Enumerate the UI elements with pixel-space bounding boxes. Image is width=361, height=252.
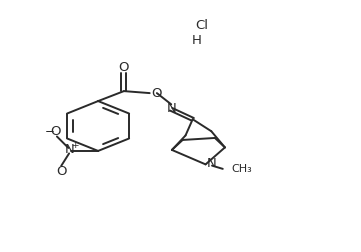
Text: N: N <box>166 102 176 115</box>
Text: O: O <box>119 61 129 74</box>
Text: Cl: Cl <box>196 19 209 32</box>
Text: −: − <box>45 125 55 139</box>
Text: N: N <box>65 143 74 156</box>
Text: O: O <box>56 165 66 178</box>
Text: O: O <box>151 87 161 100</box>
Text: N: N <box>206 158 216 170</box>
Text: O: O <box>50 125 61 138</box>
Text: +: + <box>71 141 78 150</box>
Text: H: H <box>192 34 201 47</box>
Text: CH₃: CH₃ <box>231 164 252 174</box>
